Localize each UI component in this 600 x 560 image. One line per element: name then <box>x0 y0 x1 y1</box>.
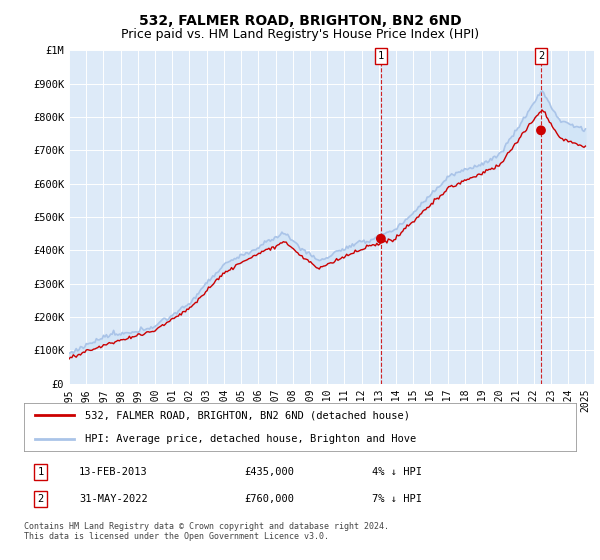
Text: 532, FALMER ROAD, BRIGHTON, BN2 6ND: 532, FALMER ROAD, BRIGHTON, BN2 6ND <box>139 14 461 28</box>
Text: 2: 2 <box>538 51 544 61</box>
Text: Price paid vs. HM Land Registry's House Price Index (HPI): Price paid vs. HM Land Registry's House … <box>121 28 479 41</box>
Text: 13-FEB-2013: 13-FEB-2013 <box>79 466 148 477</box>
Text: £760,000: £760,000 <box>245 494 295 503</box>
Text: 4% ↓ HPI: 4% ↓ HPI <box>372 466 422 477</box>
Text: 1: 1 <box>378 51 384 61</box>
Text: 532, FALMER ROAD, BRIGHTON, BN2 6ND (detached house): 532, FALMER ROAD, BRIGHTON, BN2 6ND (det… <box>85 410 410 420</box>
Text: 7% ↓ HPI: 7% ↓ HPI <box>372 494 422 503</box>
Point <box>376 234 386 243</box>
Text: 31-MAY-2022: 31-MAY-2022 <box>79 494 148 503</box>
Point <box>536 126 546 135</box>
Text: HPI: Average price, detached house, Brighton and Hove: HPI: Average price, detached house, Brig… <box>85 434 416 444</box>
Text: 2: 2 <box>37 494 44 503</box>
Text: 1: 1 <box>37 466 44 477</box>
Text: £435,000: £435,000 <box>245 466 295 477</box>
Text: Contains HM Land Registry data © Crown copyright and database right 2024.
This d: Contains HM Land Registry data © Crown c… <box>24 522 389 542</box>
